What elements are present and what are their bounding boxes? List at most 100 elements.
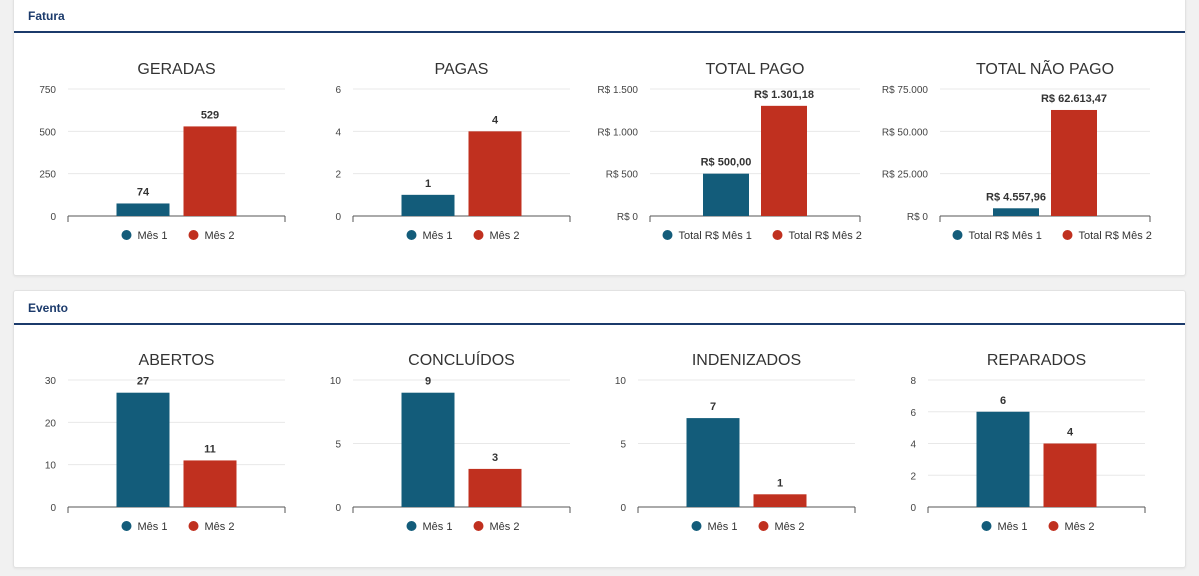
y-tick-label: 30 — [45, 376, 57, 387]
y-tick-label: R$ 1.000 — [597, 127, 638, 138]
bar-mes1 — [401, 194, 455, 216]
data-label: 74 — [137, 186, 150, 198]
y-tick-label: 0 — [50, 212, 56, 223]
legend-marker-mes2 — [772, 230, 783, 240]
legend-label: Mês 2 — [775, 521, 805, 533]
fatura-title: Fatura — [28, 9, 65, 23]
y-tick-label: 6 — [910, 408, 916, 419]
legend-label: Mês 1 — [998, 521, 1028, 533]
y-tick-label: 2 — [910, 471, 916, 482]
y-tick-label: 0 — [335, 503, 341, 514]
bar-mes1 — [116, 203, 170, 216]
y-tick-label: R$ 500 — [606, 170, 639, 181]
legend-marker-mes1 — [121, 521, 132, 531]
bar-mes2 — [1043, 443, 1097, 507]
y-tick-label: 0 — [620, 503, 626, 514]
y-tick-label: 5 — [335, 440, 341, 451]
legend-label: Mês 2 — [205, 521, 235, 533]
legend-label: Total R$ Mês 2 — [1079, 230, 1152, 242]
chart-total-n-o-pago: TOTAL NÃO PAGO R$ 0 R$ 25.000 R$ 50.000 R$ 7… — [882, 58, 1152, 242]
y-tick-label: 10 — [330, 376, 342, 387]
bar-mes1 — [703, 173, 749, 216]
chart-title: CONCLUÍDOS — [408, 350, 515, 369]
legend-label: Total R$ Mês 2 — [789, 230, 862, 242]
legend-label: Mês 2 — [205, 230, 235, 242]
chart-title: INDENIZADOS — [692, 352, 801, 369]
chart-title: ABERTOS — [139, 352, 215, 369]
y-tick-label: R$ 50.000 — [882, 127, 929, 138]
legend-label: Mês 1 — [708, 521, 738, 533]
y-tick-label: 6 — [335, 85, 341, 96]
data-label: 11 — [204, 443, 216, 455]
data-label: 4 — [492, 114, 499, 126]
legend-marker-mes1 — [952, 230, 963, 240]
bar-mes2 — [1051, 109, 1097, 216]
y-tick-label: 5 — [620, 440, 626, 451]
data-label: R$ 1.301,18 — [754, 89, 814, 101]
legend-marker-mes1 — [662, 230, 673, 240]
chart-title: PAGAS — [435, 61, 489, 78]
bar-mes2 — [468, 131, 522, 216]
bar-mes2 — [753, 494, 807, 507]
data-label: 1 — [425, 178, 431, 190]
legend-label: Mês 1 — [138, 521, 168, 533]
chart-title: TOTAL PAGO — [706, 61, 805, 78]
y-tick-label: 8 — [910, 376, 916, 387]
y-tick-label: 500 — [39, 127, 56, 138]
data-label: 6 — [1000, 395, 1006, 407]
legend-marker-mes2 — [473, 230, 484, 240]
data-label: 9 — [425, 376, 431, 388]
fatura-header: Fatura — [14, 0, 1185, 33]
legend-label: Mês 1 — [423, 230, 453, 242]
y-tick-label: 20 — [45, 418, 57, 429]
bar-mes1 — [993, 208, 1039, 216]
data-label: R$ 62.613,47 — [1041, 93, 1107, 105]
data-label: 4 — [1067, 427, 1074, 439]
legend-marker-mes1 — [981, 521, 992, 531]
data-label: 1 — [777, 477, 783, 489]
bar-mes1 — [686, 418, 740, 507]
y-tick-label: R$ 1.500 — [597, 85, 638, 96]
chart-title: GERADAS — [137, 61, 215, 78]
y-tick-label: 10 — [615, 376, 627, 387]
legend-label: Mês 2 — [490, 230, 520, 242]
bar-mes2 — [183, 126, 237, 216]
chart-geradas: GERADAS 0 250 500 750 74 529 Mês 1 Mês 2 — [39, 61, 286, 242]
legend-marker-mes1 — [406, 521, 417, 531]
chart-indenizados: INDENIZADOS 0 5 10 7 1 Mês 1 Mês 2 — [615, 352, 856, 533]
legend-marker-mes1 — [691, 521, 702, 531]
chart-title: TOTAL NÃO PAGO — [976, 58, 1114, 78]
legend-marker-mes1 — [121, 230, 132, 240]
legend-marker-mes2 — [1062, 230, 1073, 240]
data-label: 27 — [137, 376, 149, 388]
bar-mes2 — [468, 468, 522, 507]
chart-reparados: REPARADOS 0 2 4 6 8 6 4 Mês 1 Mês 2 — [910, 352, 1146, 533]
y-tick-label: R$ 0 — [907, 212, 929, 223]
y-tick-label: 0 — [335, 212, 341, 223]
chart-conclu-dos: CONCLUÍDOS 0 5 10 9 3 Mês 1 Mês 2 — [330, 350, 571, 533]
data-label: 529 — [201, 109, 219, 121]
y-tick-label: 250 — [39, 170, 56, 181]
y-tick-label: 10 — [45, 461, 57, 472]
legend-marker-mes2 — [473, 521, 484, 531]
bar-mes1 — [976, 411, 1030, 507]
chart-total-pago: TOTAL PAGO R$ 0 R$ 500 R$ 1.000 R$ 1.500 R$ 5… — [597, 61, 862, 242]
legend-marker-mes2 — [758, 521, 769, 531]
legend-label: Mês 1 — [138, 230, 168, 242]
data-label: R$ 4.557,96 — [986, 191, 1046, 203]
y-tick-label: 2 — [335, 170, 341, 181]
y-tick-label: R$ 25.000 — [882, 170, 929, 181]
bar-mes1 — [401, 392, 455, 507]
y-tick-label: 0 — [50, 503, 56, 514]
legend-label: Total R$ Mês 1 — [679, 230, 752, 242]
data-label: R$ 500,00 — [701, 157, 752, 169]
chart-title: REPARADOS — [987, 352, 1086, 369]
y-tick-label: 4 — [910, 440, 916, 451]
evento-title: Evento — [28, 301, 69, 315]
y-tick-label: 4 — [335, 127, 341, 138]
chart-pagas: PAGAS 0 2 4 6 1 4 Mês 1 Mês 2 — [335, 61, 571, 242]
legend-label: Mês 2 — [490, 521, 520, 533]
y-tick-label: R$ 75.000 — [882, 85, 929, 96]
legend-marker-mes2 — [188, 230, 199, 240]
data-label: 3 — [492, 452, 498, 464]
